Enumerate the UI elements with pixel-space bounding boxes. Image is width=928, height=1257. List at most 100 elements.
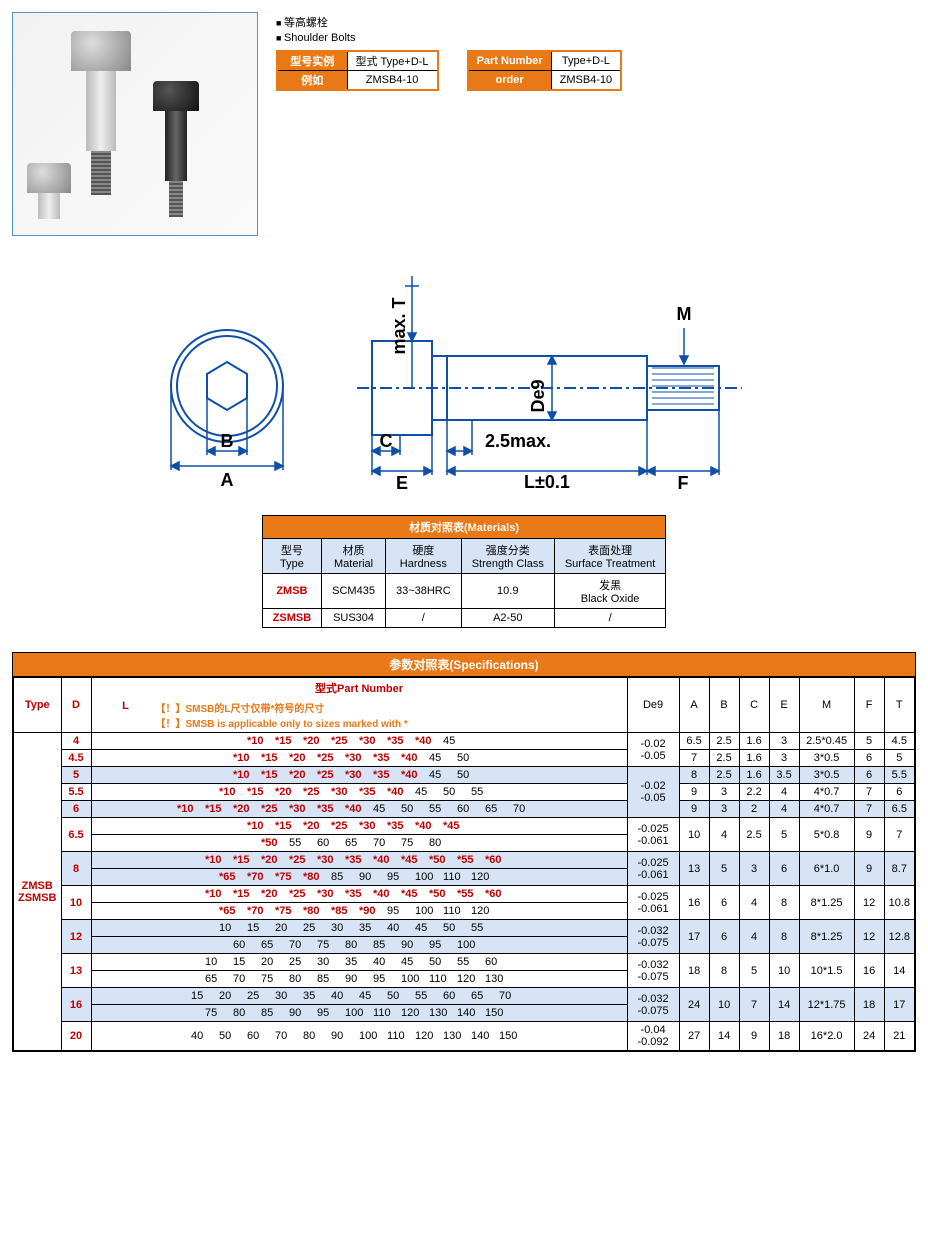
spec-l: 152025303540455055606570 — [91, 988, 627, 1005]
materials-title: 材质对照表(Materials) — [262, 516, 666, 539]
spec-dim: 8 — [769, 886, 799, 920]
spec-dim: 5 — [884, 750, 914, 767]
spec-dim: 8 — [679, 767, 709, 784]
bullet-cn: 等高螺栓 — [276, 14, 916, 30]
spec-dim: 4 — [709, 818, 739, 852]
spec-d: 20 — [61, 1022, 91, 1051]
spec-dim: 7 — [679, 750, 709, 767]
spec-dim: 14 — [884, 954, 914, 988]
spec-dim: 4 — [769, 801, 799, 818]
spec-de9: -0.025-0.061 — [627, 886, 679, 920]
dim-maxT: max. T — [389, 297, 409, 354]
spec-d: 4 — [61, 733, 91, 750]
spec-dim: 1.6 — [739, 767, 769, 784]
mat-material: SCM435 — [322, 574, 386, 609]
spec-l: *10*15*20*25*30*35*40455055606570 — [91, 801, 627, 818]
spec-dim: 6*1.0 — [799, 852, 854, 886]
spec-dim: 6 — [769, 852, 799, 886]
spec-dim: 9 — [679, 801, 709, 818]
bullet-en: Shoulder Bolts — [276, 32, 916, 44]
spec-d: 6 — [61, 801, 91, 818]
spec-dim: 18 — [679, 954, 709, 988]
mat-type: ZSMSB — [262, 609, 322, 628]
spec-l: 405060708090100110120130140150 — [91, 1022, 627, 1051]
spec-dim: 14 — [769, 988, 799, 1022]
spec-dim: 1.6 — [739, 733, 769, 750]
spec-dim: 2.5 — [709, 767, 739, 784]
dim-B: B — [221, 431, 234, 451]
dim-E: E — [396, 473, 408, 493]
spec-dim: 3 — [769, 733, 799, 750]
spec-dim: 5*0.8 — [799, 818, 854, 852]
dim-De9: De9 — [528, 379, 548, 412]
spec-dim: 2.5*0.45 — [799, 733, 854, 750]
spec-l: 65707580859095100110120130 — [91, 971, 627, 988]
dim-M: M — [677, 304, 692, 324]
spec-l: *10*15*20*25*30*35*404550 — [91, 767, 627, 784]
spec-dim: 5 — [769, 818, 799, 852]
spec-dim: 16 — [854, 954, 884, 988]
spec-dim: 18 — [854, 988, 884, 1022]
dim-A: A — [221, 470, 234, 490]
hdr-e: E — [769, 678, 799, 733]
spec-l: *50556065707580 — [91, 835, 627, 852]
spec-l: 6065707580859095100 — [91, 937, 627, 954]
spec-l: *10*15*20*25*30*35*4045 — [91, 733, 627, 750]
spec-dim: 5 — [854, 733, 884, 750]
spec-dim: 2.5 — [709, 733, 739, 750]
pn-right-h1: Part Number — [468, 51, 552, 71]
spec-dim: 6 — [884, 784, 914, 801]
mat-material: SUS304 — [322, 609, 386, 628]
spec-dim: 5 — [739, 954, 769, 988]
spec-dim: 9 — [739, 1022, 769, 1051]
spec-dim: 4 — [739, 886, 769, 920]
pn-left-h2: 例如 — [277, 71, 347, 91]
spec-dim: 7 — [854, 784, 884, 801]
spec-de9: -0.02-0.05 — [627, 733, 679, 767]
spec-dim: 16 — [679, 886, 709, 920]
hdr-t: T — [884, 678, 914, 733]
spec-dim: 10*1.5 — [799, 954, 854, 988]
spec-d: 12 — [61, 920, 91, 954]
product-photo — [12, 12, 258, 236]
hdr-m: M — [799, 678, 854, 733]
spec-dim: 21 — [884, 1022, 914, 1051]
spec-dim: 3*0.5 — [799, 750, 854, 767]
spec-de9: -0.032-0.075 — [627, 954, 679, 988]
mat-class: A2-50 — [461, 609, 554, 628]
spec-dim: 6 — [854, 750, 884, 767]
pn-right-v2: ZMSB4-10 — [551, 71, 621, 91]
spec-de9: -0.032-0.075 — [627, 920, 679, 954]
specifications-title: 参数对照表(Specifications) — [13, 653, 915, 677]
hdr-l: L — [96, 700, 156, 712]
mat-class: 10.9 — [461, 574, 554, 609]
spec-dim: 2.5 — [709, 750, 739, 767]
header-column: 等高螺栓 Shoulder Bolts 型号实例 型式 Type+D-L 例如 … — [276, 12, 916, 236]
spec-dim: 14 — [709, 1022, 739, 1051]
spec-dim: 8*1.25 — [799, 886, 854, 920]
materials-col: 硬度Hardness — [385, 539, 461, 574]
spec-dim: 12.8 — [884, 920, 914, 954]
dim-C: C — [380, 431, 393, 451]
mat-type: ZMSB — [262, 574, 322, 609]
spec-dim: 10 — [769, 954, 799, 988]
spec-dim: 6 — [709, 886, 739, 920]
spec-dim: 4*0.7 — [799, 784, 854, 801]
spec-dim: 10 — [709, 988, 739, 1022]
hdr-c: C — [739, 678, 769, 733]
spec-l: *10*15*20*25*30*35*40455055 — [91, 784, 627, 801]
specifications-wrap: 参数对照表(Specifications) Type D 型式Part Numb… — [12, 652, 916, 1052]
materials-table: 材质对照表(Materials) 型号Type材质Material硬度Hardn… — [262, 515, 667, 628]
spec-dim: 6 — [709, 920, 739, 954]
spec-dim: 3*0.5 — [799, 767, 854, 784]
spec-dim: 10.8 — [884, 886, 914, 920]
spec-dim: 5 — [709, 852, 739, 886]
spec-de9: -0.025-0.061 — [627, 852, 679, 886]
spec-d: 6.5 — [61, 818, 91, 852]
mat-hardness: 33~38HRC — [385, 574, 461, 609]
note-1: 【！】SMSB的L尺寸仅带*符号的尺寸 — [156, 700, 408, 715]
spec-l: *65*70*75*80*85*9095100110120 — [91, 903, 627, 920]
spec-de9: -0.032-0.075 — [627, 988, 679, 1022]
hdr-a: A — [679, 678, 709, 733]
spec-dim: 17 — [884, 988, 914, 1022]
